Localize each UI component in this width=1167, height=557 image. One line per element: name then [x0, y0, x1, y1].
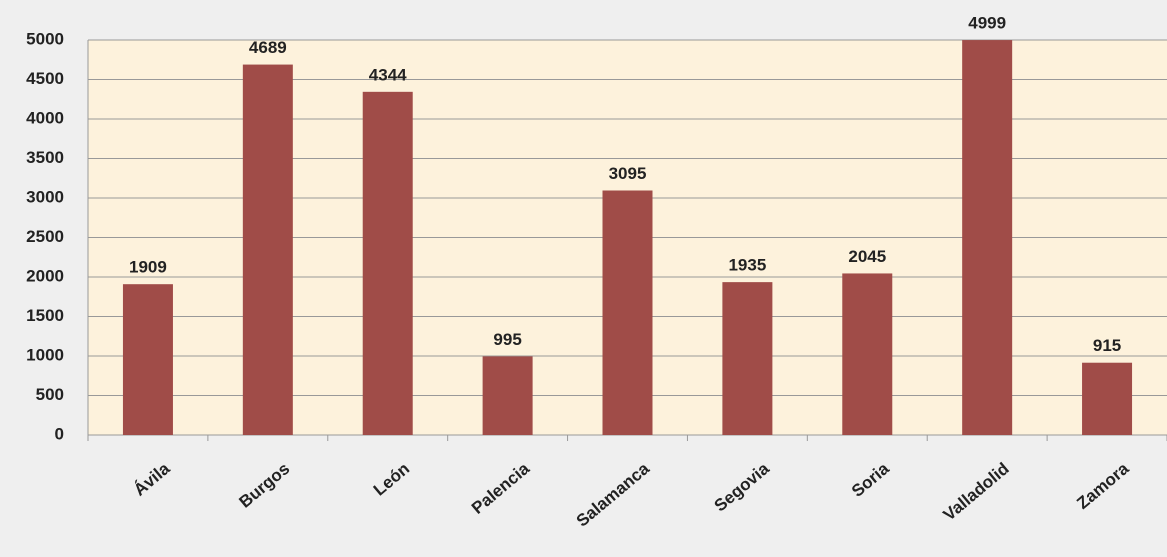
- y-tick-label: 1000: [26, 345, 64, 364]
- bar: [482, 356, 533, 435]
- bar: [122, 284, 173, 435]
- y-tick-label: 3500: [26, 148, 64, 167]
- x-tick-label: Salamanca: [573, 459, 654, 531]
- y-tick-label: 500: [36, 385, 64, 404]
- bar: [242, 64, 293, 435]
- x-tick-label: Segovia: [711, 459, 774, 516]
- y-tick-label: 3000: [26, 187, 64, 206]
- y-tick-label: 2000: [26, 266, 64, 285]
- y-tick-label: 5000: [26, 29, 64, 48]
- x-tick-label: Palencia: [468, 459, 533, 518]
- bar: [722, 282, 773, 435]
- data-label: 4999: [968, 14, 1006, 33]
- x-tick-label: Ávila: [130, 459, 174, 500]
- x-tick-label: Zamora: [1073, 459, 1133, 513]
- bar: [362, 91, 413, 435]
- y-tick-label: 4500: [26, 69, 64, 88]
- x-tick-label: Soria: [848, 459, 893, 501]
- bar: [962, 40, 1013, 435]
- y-tick-label: 2500: [26, 227, 64, 246]
- x-tick-label: Valladolid: [940, 459, 1013, 525]
- data-label: 3095: [609, 164, 647, 183]
- bar: [1082, 362, 1133, 435]
- y-tick-label: 4000: [26, 108, 64, 127]
- data-label: 2045: [848, 247, 886, 266]
- y-tick-label: 0: [55, 424, 64, 443]
- x-tick-label: Burgos: [235, 459, 293, 512]
- y-tick-label: 1500: [26, 306, 64, 325]
- x-tick-label: León: [370, 459, 413, 500]
- data-label: 915: [1093, 336, 1121, 355]
- bar: [842, 273, 893, 435]
- data-label: 995: [493, 330, 521, 349]
- data-label: 1935: [728, 256, 766, 275]
- data-label: 1909: [129, 258, 167, 277]
- data-label: 4689: [249, 38, 287, 57]
- data-label: 4344: [369, 65, 407, 84]
- bar: [602, 190, 653, 435]
